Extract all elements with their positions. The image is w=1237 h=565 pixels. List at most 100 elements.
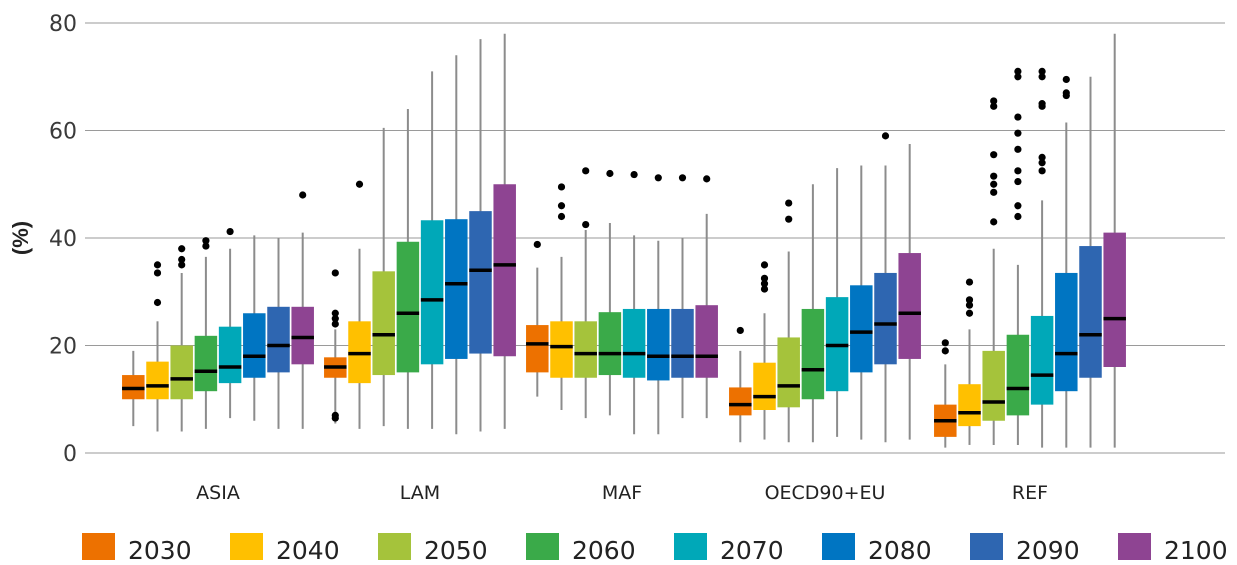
box-body bbox=[1103, 232, 1126, 367]
box-2030-OECD90+EU bbox=[729, 326, 752, 443]
outlier-point bbox=[965, 309, 974, 317]
box-body bbox=[396, 241, 420, 373]
box-2090-REF bbox=[1079, 76, 1102, 448]
box-body bbox=[550, 321, 573, 378]
y-tick-label: 60 bbox=[49, 120, 77, 145]
outlier-point bbox=[299, 191, 307, 199]
box-2030-REF bbox=[934, 339, 957, 448]
y-tick-label: 80 bbox=[49, 12, 77, 37]
outlier-point bbox=[990, 188, 998, 196]
outlier-point bbox=[760, 285, 769, 293]
box-2090-MAF bbox=[671, 174, 694, 419]
box-body bbox=[671, 308, 694, 378]
box-body bbox=[647, 308, 670, 381]
legend-label: 2030 bbox=[128, 536, 192, 565]
box-2040-OECD90+EU bbox=[753, 261, 776, 440]
y-tick-label: 40 bbox=[49, 227, 77, 252]
legend-swatch bbox=[674, 533, 707, 560]
box-body bbox=[874, 272, 897, 365]
outlier-point bbox=[654, 174, 662, 182]
legend-swatch bbox=[970, 533, 1003, 560]
box-body bbox=[526, 325, 549, 373]
y-axis-label: (%) bbox=[8, 221, 33, 255]
category-label: OECD90+EU bbox=[765, 482, 886, 504]
box-2030-ASIA bbox=[122, 350, 145, 427]
outlier-point bbox=[941, 347, 949, 355]
outlier-point bbox=[965, 301, 974, 309]
legend-item-2040: 2040 bbox=[230, 533, 340, 565]
outlier-point bbox=[202, 237, 210, 245]
box-2070-MAF bbox=[622, 170, 646, 435]
outlier-point bbox=[990, 180, 998, 188]
box-body bbox=[1030, 315, 1054, 405]
outlier-point bbox=[1038, 100, 1046, 108]
box-2080-LAM bbox=[445, 55, 468, 435]
outlier-point bbox=[1014, 167, 1022, 175]
legend-label: 2050 bbox=[424, 536, 488, 565]
box-body bbox=[695, 305, 718, 378]
outlier-point bbox=[557, 202, 566, 210]
box-2030-LAM bbox=[324, 269, 347, 424]
gridlines bbox=[85, 22, 1225, 454]
legend-swatch bbox=[526, 533, 559, 560]
outlier-point bbox=[990, 97, 998, 105]
outlier-point bbox=[1014, 67, 1022, 75]
category-label: LAM bbox=[400, 482, 440, 504]
legend-item-2070: 2070 bbox=[674, 533, 784, 565]
box-2070-LAM bbox=[420, 71, 444, 429]
boxes bbox=[122, 33, 1126, 448]
legend-swatch bbox=[1118, 533, 1151, 560]
box-body bbox=[469, 211, 492, 354]
outlier-point bbox=[1014, 113, 1022, 121]
outlier-point bbox=[178, 255, 186, 264]
box-body bbox=[170, 345, 193, 400]
outlier-point bbox=[760, 261, 769, 269]
outlier-point bbox=[881, 132, 890, 140]
outlier-point bbox=[760, 280, 769, 288]
box-body bbox=[801, 308, 825, 400]
box-2100-LAM bbox=[493, 33, 516, 429]
outlier-point bbox=[153, 261, 162, 269]
outlier-point bbox=[1062, 89, 1070, 97]
box-2080-REF bbox=[1055, 75, 1078, 448]
box-body bbox=[146, 361, 169, 400]
box-body bbox=[1055, 272, 1078, 392]
outlier-point bbox=[990, 218, 998, 226]
legend-item-2090: 2090 bbox=[970, 533, 1080, 565]
box-2090-LAM bbox=[469, 39, 492, 432]
outlier-point bbox=[606, 169, 614, 178]
outlier-point bbox=[1014, 129, 1022, 137]
outlier-point bbox=[1038, 67, 1046, 75]
legend-label: 2090 bbox=[1016, 536, 1080, 565]
box-2050-REF bbox=[982, 97, 1005, 445]
outlier-point bbox=[355, 180, 364, 188]
outlier-point bbox=[331, 411, 339, 419]
box-2100-ASIA bbox=[291, 191, 314, 429]
box-2040-LAM bbox=[348, 180, 371, 429]
box-2080-MAF bbox=[647, 174, 670, 435]
box-body bbox=[622, 308, 646, 378]
legend-label: 2100 bbox=[1164, 536, 1228, 565]
box-2080-OECD90+EU bbox=[850, 165, 873, 440]
outlier-point bbox=[331, 315, 339, 323]
outlier-point bbox=[1038, 167, 1046, 175]
box-2100-REF bbox=[1103, 33, 1126, 448]
outlier-point bbox=[990, 151, 998, 159]
box-2050-MAF bbox=[574, 167, 597, 419]
box-2040-REF bbox=[958, 278, 981, 445]
outlier-point bbox=[1014, 73, 1022, 81]
box-body bbox=[291, 306, 314, 365]
box-2060-LAM bbox=[396, 109, 420, 429]
outlier-point bbox=[226, 227, 234, 236]
box-body bbox=[777, 337, 800, 408]
box-2100-MAF bbox=[695, 175, 718, 419]
box-2100-OECD90+EU bbox=[898, 143, 921, 440]
box-body bbox=[493, 184, 516, 357]
box-2050-LAM bbox=[372, 127, 395, 427]
box-body bbox=[1006, 334, 1030, 416]
box-2040-MAF bbox=[550, 183, 573, 410]
outlier-point bbox=[703, 175, 711, 183]
outlier-point bbox=[533, 240, 541, 249]
outlier-point bbox=[331, 309, 339, 317]
